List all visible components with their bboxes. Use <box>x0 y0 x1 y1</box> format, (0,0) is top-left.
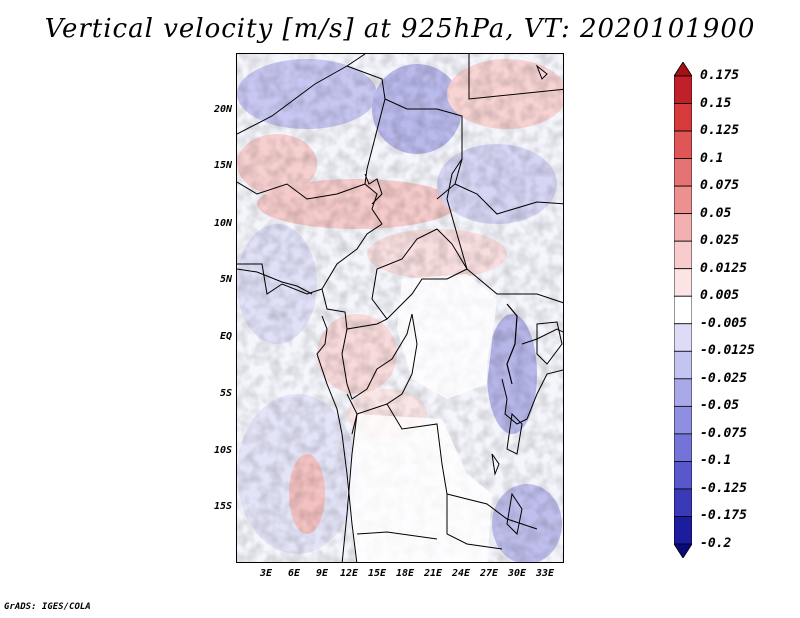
colorbar-label: 0.05 <box>700 205 732 221</box>
field-blank-region <box>397 274 497 399</box>
longitude-label: 30E <box>507 568 527 579</box>
longitude-label: 3E <box>259 568 273 579</box>
colorbar-label: 0.0125 <box>700 260 747 276</box>
colorbar-bin <box>674 543 692 558</box>
colorbar-bin <box>674 130 692 159</box>
latitude-label: 5S <box>219 388 232 399</box>
longitude-label: 6E <box>287 568 301 579</box>
latitude-label: 10S <box>213 445 232 456</box>
colorbar-label: -0.1 <box>700 453 732 469</box>
longitude-label: 33E <box>535 568 555 579</box>
colorbar-bin <box>674 213 692 242</box>
map-panel <box>236 53 564 563</box>
longitude-label: 12E <box>339 568 359 579</box>
chart-title: Vertical velocity [m/s] at 925hPa, VT: 2… <box>44 14 756 44</box>
colorbar-label: -0.05 <box>700 398 740 414</box>
colorbar-label: 0.075 <box>700 178 740 194</box>
colorbar-label: -0.075 <box>700 425 747 441</box>
colorbar-bin <box>674 378 692 407</box>
colorbar-label: 0.025 <box>700 233 740 249</box>
colorbar-label: -0.0125 <box>700 343 755 359</box>
colorbar-label: 0.1 <box>700 150 724 166</box>
colorbar-bin <box>674 461 692 490</box>
colorbar-label: 0.125 <box>700 123 740 139</box>
colorbar-bin <box>674 75 692 104</box>
colorbar-label: -0.2 <box>700 536 732 551</box>
colorbar-bin <box>674 158 692 187</box>
colorbar-bin <box>674 433 692 462</box>
colorbar-label: 0.175 <box>700 68 740 83</box>
colorbar-bin <box>674 295 692 325</box>
colorbar-bin <box>674 62 692 77</box>
coastlines-lakes <box>237 64 563 562</box>
latitude-label: 5N <box>219 274 232 285</box>
colorbar-label: 0.15 <box>700 95 732 111</box>
longitude-label: 21E <box>423 568 443 579</box>
colorbar-label: -0.125 <box>700 480 747 496</box>
colorbar-bin <box>674 350 692 380</box>
latitude-label: 10N <box>213 218 232 229</box>
colorbar-bin <box>674 323 692 352</box>
colorbar-label: 0.005 <box>700 288 740 304</box>
longitude-label: 9E <box>315 568 329 579</box>
colorbar-bin <box>674 240 692 270</box>
latitude-label: EQ <box>219 331 232 342</box>
longitude-label: 18E <box>395 568 415 579</box>
latitude-label: 20N <box>213 104 232 115</box>
country-boundaries <box>237 54 563 562</box>
latitude-label: 15S <box>213 501 232 512</box>
colorbar-bin <box>674 268 692 297</box>
longitude-label: 15E <box>367 568 387 579</box>
field-blank-region <box>347 414 492 562</box>
latitude-label: 15N <box>213 160 232 171</box>
colorbar-bin <box>674 103 692 132</box>
colorbar-bin <box>674 516 692 545</box>
longitude-label: 27E <box>479 568 499 579</box>
map-canvas <box>237 54 563 562</box>
colorbar-label: -0.175 <box>700 508 747 524</box>
colorbar-bin <box>674 405 692 435</box>
longitude-label: 24E <box>451 568 471 579</box>
colorbar-label: -0.025 <box>700 370 747 386</box>
colorbar-bin <box>674 488 692 517</box>
grads-credit: GrADS: IGES/COLA <box>4 602 91 612</box>
colorbar-label: -0.005 <box>700 315 747 331</box>
colorbar-bin <box>674 185 692 215</box>
colorbar <box>674 62 692 558</box>
